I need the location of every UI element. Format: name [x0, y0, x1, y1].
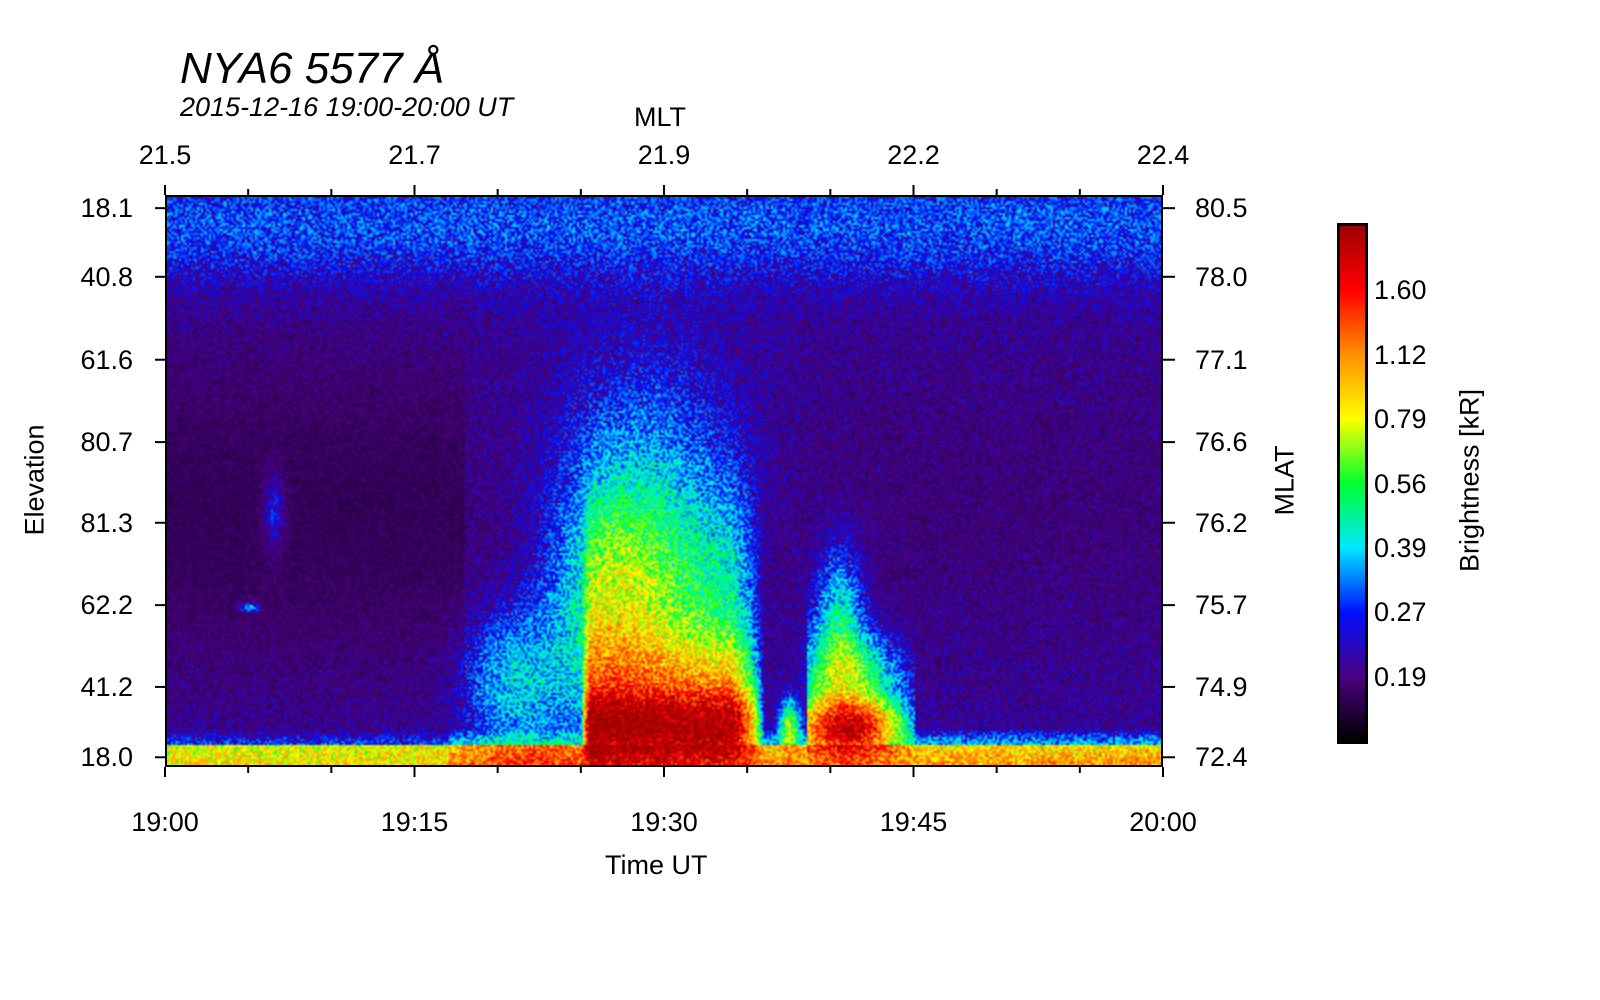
- colorbar-tick-label: 0.19: [1374, 661, 1427, 692]
- top-tick-label: 21.5: [138, 140, 192, 170]
- x-tick-label: 19:15: [380, 807, 449, 837]
- plot-frame: [165, 195, 1163, 767]
- right-y-tick-label: 72.4: [1195, 742, 1248, 773]
- y-tick-label: 41.2: [80, 671, 133, 702]
- y-tick-label: 62.2: [80, 590, 133, 621]
- right-y-tick-label: 78.0: [1195, 261, 1248, 292]
- colorbar-tick-label: 0.56: [1374, 468, 1427, 499]
- colorbar-tick-label: 0.79: [1374, 404, 1427, 435]
- colorbar-tick-label: 1.60: [1374, 275, 1427, 306]
- y-tick-label: 81.3: [80, 507, 133, 538]
- chart-title: NYA6 5577 Å: [180, 44, 445, 93]
- x-tick-label: 19:45: [879, 807, 948, 837]
- right-y-tick-label: 80.5: [1195, 193, 1248, 224]
- y-axis-label: Elevation: [19, 424, 50, 536]
- y-tick-label: 40.8: [80, 261, 133, 292]
- right-y-tick-label: 77.1: [1195, 344, 1248, 375]
- right-y-tick-label: 75.7: [1195, 590, 1248, 621]
- right-y-tick-label: 74.9: [1195, 671, 1248, 702]
- y-tick-label: 61.6: [80, 344, 133, 375]
- colorbar-tick-label: 1.12: [1374, 339, 1427, 370]
- right-axis-label: MLAT: [1269, 445, 1300, 516]
- x-tick-label: 19:00: [131, 807, 199, 837]
- keogram-heatmap: [165, 195, 1163, 767]
- right-y-tick-label: 76.6: [1195, 427, 1248, 458]
- colorbar-tick-label: 0.27: [1374, 597, 1427, 628]
- x-tick-label: 19:30: [630, 807, 698, 837]
- y-tick-label: 80.7: [80, 427, 133, 458]
- top-axis-label: MLT: [634, 102, 686, 132]
- x-tick-label: 20:00: [1129, 807, 1197, 837]
- y-tick-label: 18.1: [80, 193, 133, 224]
- top-tick-label: 21.7: [388, 140, 441, 170]
- colorbar: [1337, 223, 1368, 744]
- top-tick-label: 21.9: [637, 140, 691, 170]
- colorbar-label: Brightness [kR]: [1454, 388, 1485, 573]
- y-tick-label: 18.0: [80, 742, 133, 773]
- colorbar-tick-label: 0.39: [1374, 532, 1427, 563]
- top-tick-label: 22.4: [1136, 140, 1190, 170]
- right-y-tick-label: 76.2: [1195, 507, 1248, 538]
- chart-subtitle: 2015-12-16 19:00-20:00 UT: [180, 92, 514, 122]
- top-tick-label: 22.2: [887, 140, 940, 170]
- x-axis-label: Time UT: [605, 850, 708, 880]
